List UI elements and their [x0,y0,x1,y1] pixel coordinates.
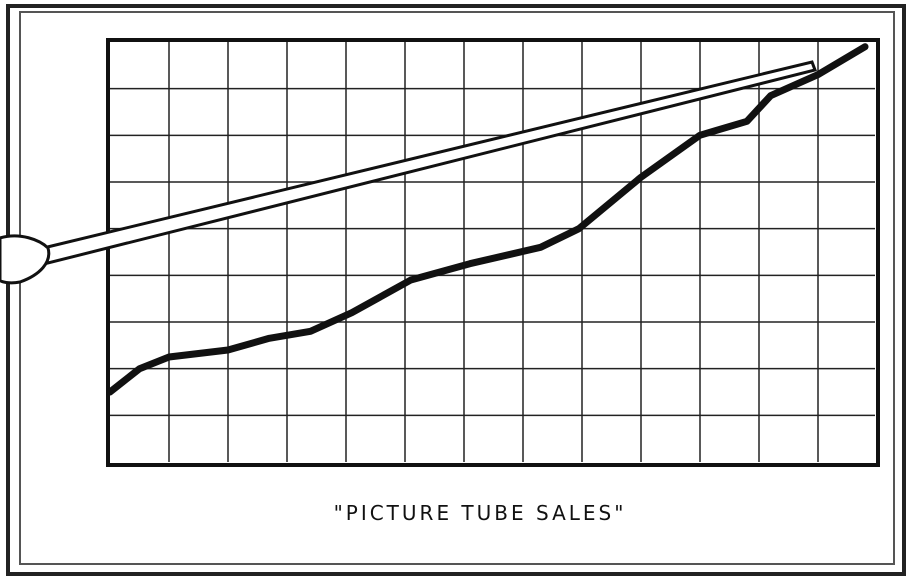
chart-title: "PICTURE TUBE SALES" [334,501,627,525]
background [0,0,915,586]
chart: "PICTURE TUBE SALES" [0,0,915,586]
